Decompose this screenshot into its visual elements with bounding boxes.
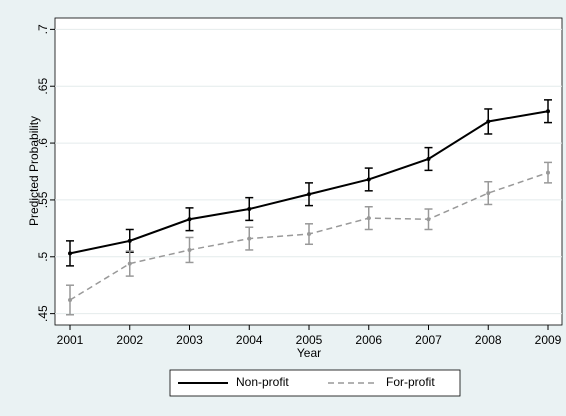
point: [187, 247, 192, 252]
y-tick-label: .7: [36, 24, 50, 34]
x-axis-title: Year: [297, 346, 321, 360]
point: [68, 251, 72, 256]
point: [546, 170, 550, 175]
x-tick-label: 2007: [415, 333, 442, 347]
x-tick-label: 2009: [535, 333, 562, 347]
point: [366, 216, 371, 221]
point: [247, 236, 252, 241]
legend-label: For-profit: [386, 375, 435, 389]
legend-label: Non-profit: [236, 375, 289, 389]
point: [546, 109, 550, 114]
point: [486, 119, 491, 124]
x-tick-label: 2003: [176, 333, 203, 347]
x-tick-label: 2006: [355, 333, 382, 347]
point: [307, 192, 311, 197]
y-tick-label: .5: [36, 251, 50, 261]
x-tick-label: 2008: [475, 333, 502, 347]
point: [426, 217, 431, 222]
x-tick-label: 2004: [236, 333, 263, 347]
y-tick-label: .6: [36, 138, 50, 148]
point: [187, 217, 192, 222]
x-tick-label: 2005: [296, 333, 323, 347]
x-tick-label: 2001: [57, 333, 84, 347]
point: [366, 177, 371, 182]
x-tick-label: 2002: [116, 333, 143, 347]
point: [307, 232, 311, 237]
plot-area: [54, 17, 563, 326]
y-tick-label: .45: [36, 305, 50, 322]
point: [127, 261, 132, 266]
point: [426, 156, 431, 161]
y-tick-label: .65: [36, 78, 50, 95]
point: [127, 238, 132, 243]
y-axis-title: Predicted Probability: [27, 116, 41, 226]
point: [68, 297, 72, 302]
y-tick-label: .55: [36, 191, 50, 208]
point: [247, 207, 252, 212]
point: [486, 191, 491, 196]
